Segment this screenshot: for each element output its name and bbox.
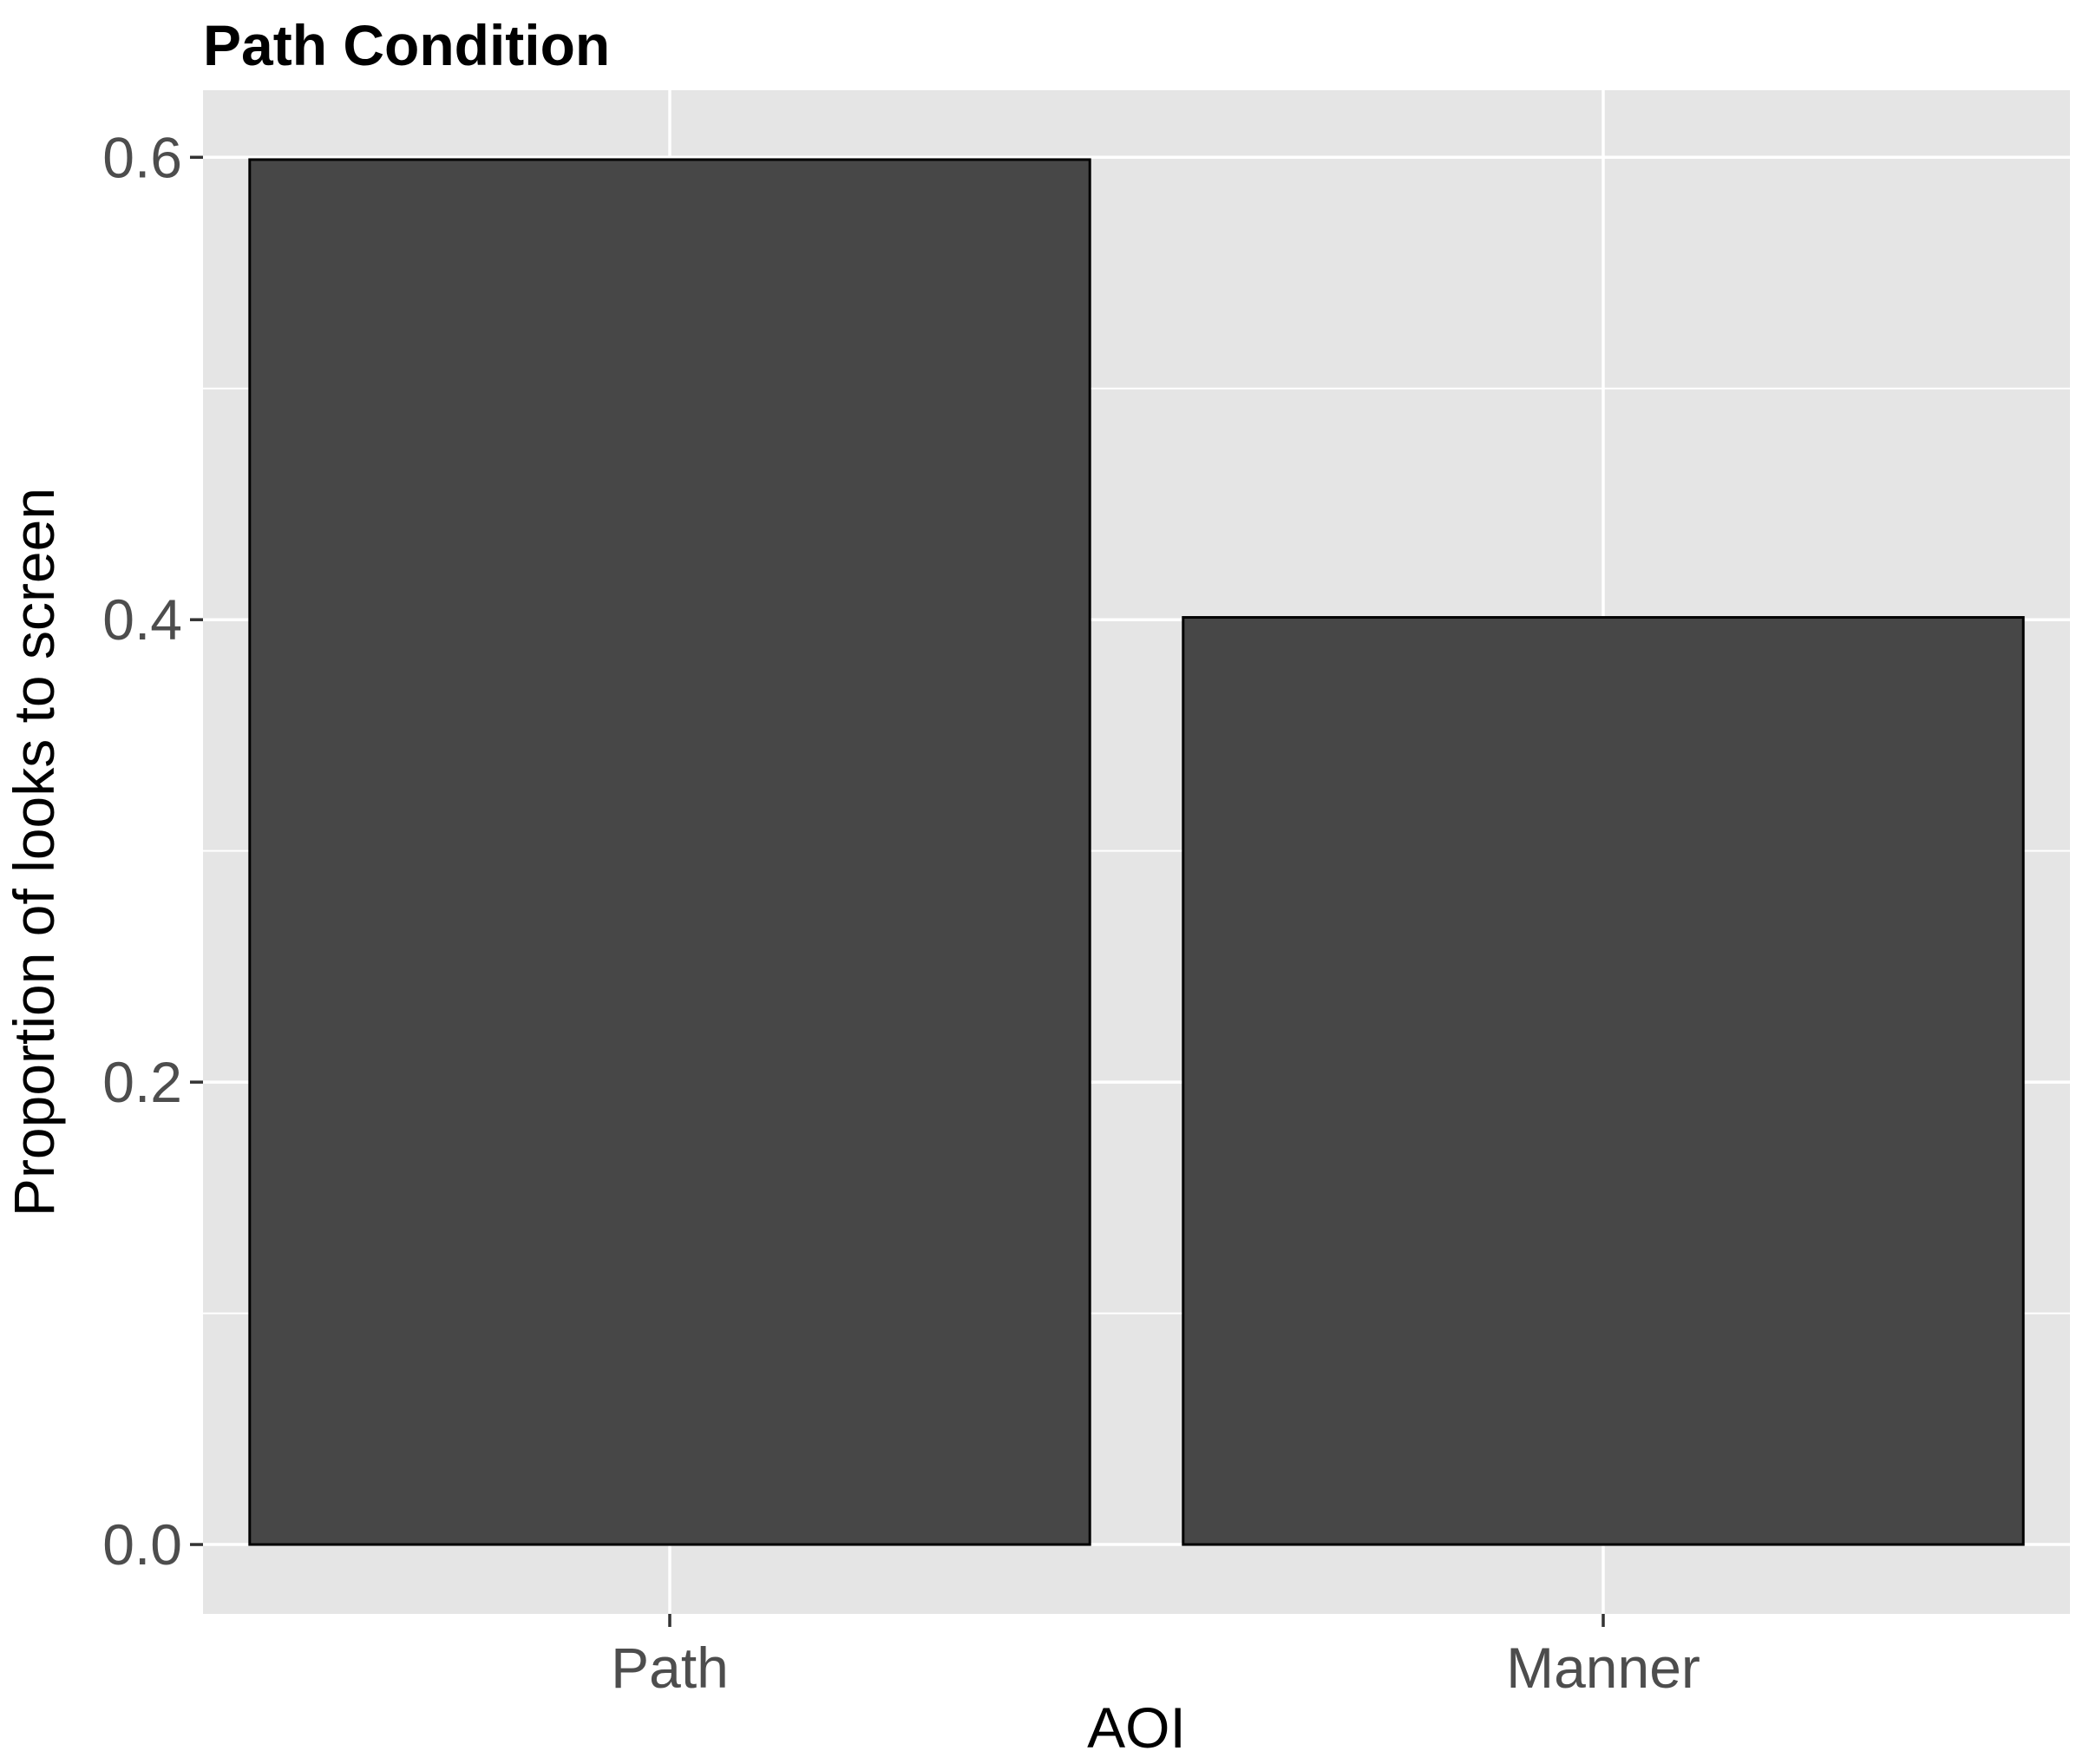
y-axis-title: Proportion of looks to screen	[2, 488, 66, 1216]
bar-path	[248, 158, 1091, 1546]
y-tick-label: 0.4	[102, 587, 182, 652]
x-axis-ticks: Path Manner	[611, 1614, 1700, 1700]
bar-manner	[1182, 616, 2025, 1546]
chart-title: Path Condition	[203, 13, 610, 77]
bars	[248, 158, 2025, 1546]
y-axis-ticks: 0.0 0.2 0.4 0.6	[102, 125, 203, 1577]
x-tick-label: Manner	[1506, 1636, 1700, 1700]
y-tick-label: 0.6	[102, 125, 182, 189]
y-tick-label: 0.2	[102, 1050, 182, 1114]
x-axis-title: AOI	[1087, 1695, 1186, 1760]
x-tick-label: Path	[611, 1636, 729, 1700]
y-tick-label: 0.0	[102, 1512, 182, 1577]
